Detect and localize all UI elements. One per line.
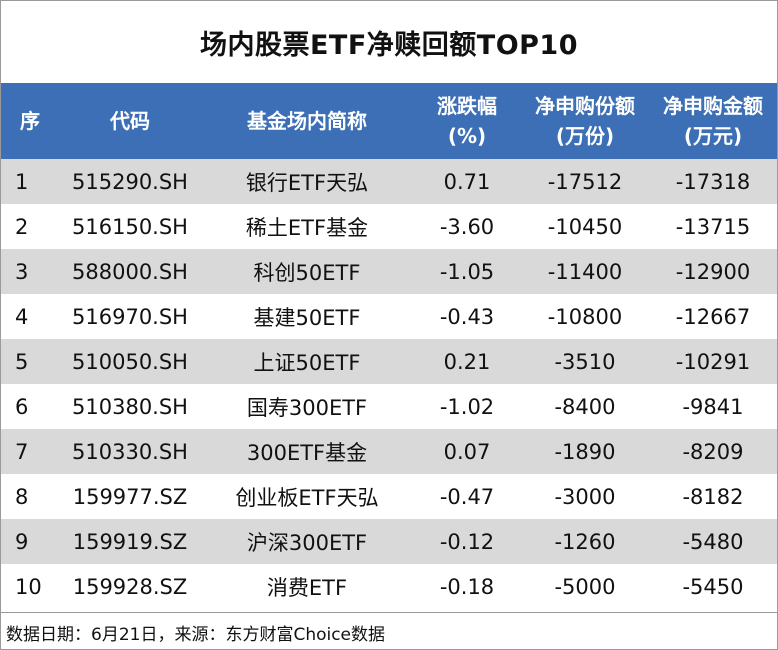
table-row: 7 510330.SH 300ETF基金 0.07 -1890 -8209 [1,429,777,474]
header-net-amount: 净申购金额 (万元) [663,94,763,148]
row-name: 上证50ETF [253,350,361,375]
row-name: 创业板ETF天弘 [235,485,379,510]
row-seq: 2 [15,214,29,239]
row-seq: 8 [15,484,29,509]
row-net-shares: -17512 [547,169,623,194]
row-net-shares: -3510 [554,349,616,374]
source-note: 数据日期：6月21日，来源：东方财富Choice数据 [1,612,777,649]
row-net-shares: -10800 [547,304,623,329]
row-net-shares: -1260 [554,529,616,554]
table-row: 3 588000.SH 科创50ETF -1.05 -11400 -12900 [1,249,777,294]
table-row: 1 515290.SH 银行ETF天弘 0.71 -17512 -17318 [1,159,777,204]
row-net-amount: -8182 [682,484,744,509]
row-seq: 7 [15,439,29,464]
row-name: 银行ETF天弘 [245,170,369,195]
table-row: 4 516970.SH 基建50ETF -0.43 -10800 -12667 [1,294,777,339]
row-change: -0.12 [439,529,495,554]
row-seq: 3 [15,259,29,284]
header-seq: 序 [20,109,40,133]
row-code: 516970.SH [72,304,188,329]
header-change: 涨跌幅 (%) [437,94,497,148]
row-code: 159928.SZ [72,574,188,599]
row-code: 588000.SH [72,259,188,284]
table-row: 6 510380.SH 国寿300ETF -1.02 -8400 -9841 [1,384,777,429]
row-name: 国寿300ETF [246,395,368,420]
header-net-shares: 净申购份额 (万份) [535,94,635,148]
row-net-shares: -1890 [554,439,616,464]
row-seq: 4 [15,304,29,329]
row-net-amount: -5480 [682,529,744,554]
row-code: 510330.SH [72,439,188,464]
row-net-amount: -17318 [675,169,751,194]
row-name: 300ETF基金 [246,440,368,465]
row-net-amount: -10291 [675,349,751,374]
row-code: 515290.SH [72,169,188,194]
row-name: 科创50ETF [253,260,361,285]
row-net-amount: -12667 [675,304,751,329]
row-seq: 10 [15,574,42,599]
row-change: -0.43 [439,304,495,329]
row-change: 0.21 [443,349,491,374]
row-seq: 1 [15,169,29,194]
row-name: 沪深300ETF [246,530,368,555]
table-header: 序 代码 基金场内简称 涨跌幅 (%) 净申购份额 (万份) 净申购金额 (万元) [1,83,777,159]
row-code: 510050.SH [72,349,188,374]
row-change: -3.60 [439,214,495,239]
row-name: 消费ETF [266,575,348,600]
row-change: 0.07 [443,439,491,464]
table-title: 场内股票ETF净赎回额TOP10 [199,29,579,61]
header-name: 基金场内简称 [247,109,367,133]
row-net-shares: -3000 [554,484,616,509]
row-name: 稀土ETF基金 [245,215,369,240]
table-row: 8 159977.SZ 创业板ETF天弘 -0.47 -3000 -8182 [1,474,777,519]
row-seq: 9 [15,529,29,554]
row-net-shares: -10450 [547,214,623,239]
row-net-amount: -8209 [682,439,744,464]
row-code: 510380.SH [72,394,188,419]
table-row: 10 159928.SZ 消费ETF -0.18 -5000 -5450 [1,564,777,609]
row-code: 516150.SH [72,214,188,239]
row-change: -1.02 [439,394,495,419]
row-net-amount: -9841 [682,394,744,419]
row-net-shares: -8400 [554,394,616,419]
row-change: -0.47 [439,484,495,509]
row-seq: 6 [15,394,29,419]
table-body: 1 515290.SH 银行ETF天弘 0.71 -17512 -17318 2 516150… [1,159,777,609]
row-code: 159919.SZ [72,529,188,554]
row-net-shares: -5000 [554,574,616,599]
row-change: 0.71 [443,169,491,194]
row-net-amount: -12900 [675,259,751,284]
row-code: 159977.SZ [72,484,188,509]
row-seq: 5 [15,349,29,374]
table-row: 2 516150.SH 稀土ETF基金 -3.60 -10450 -13715 [1,204,777,249]
row-net-amount: -13715 [675,214,751,239]
table-row: 9 159919.SZ 沪深300ETF -0.12 -1260 -5480 [1,519,777,564]
header-row: 序 代码 基金场内简称 涨跌幅 (%) 净申购份额 (万份) 净申购金额 (万元) [1,83,777,159]
row-net-shares: -11400 [547,259,623,284]
row-name: 基建50ETF [253,305,361,330]
row-change: -1.05 [439,259,495,284]
row-net-amount: -5450 [682,574,744,599]
table-row: 5 510050.SH 上证50ETF 0.21 -3510 -10291 [1,339,777,384]
header-code: 代码 [110,109,150,133]
row-change: -0.18 [439,574,495,599]
etf-table: 序 代码 基金场内简称 涨跌幅 (%) 净申购份额 (万份) 净申购金额 (万元) 1… [1,83,777,609]
